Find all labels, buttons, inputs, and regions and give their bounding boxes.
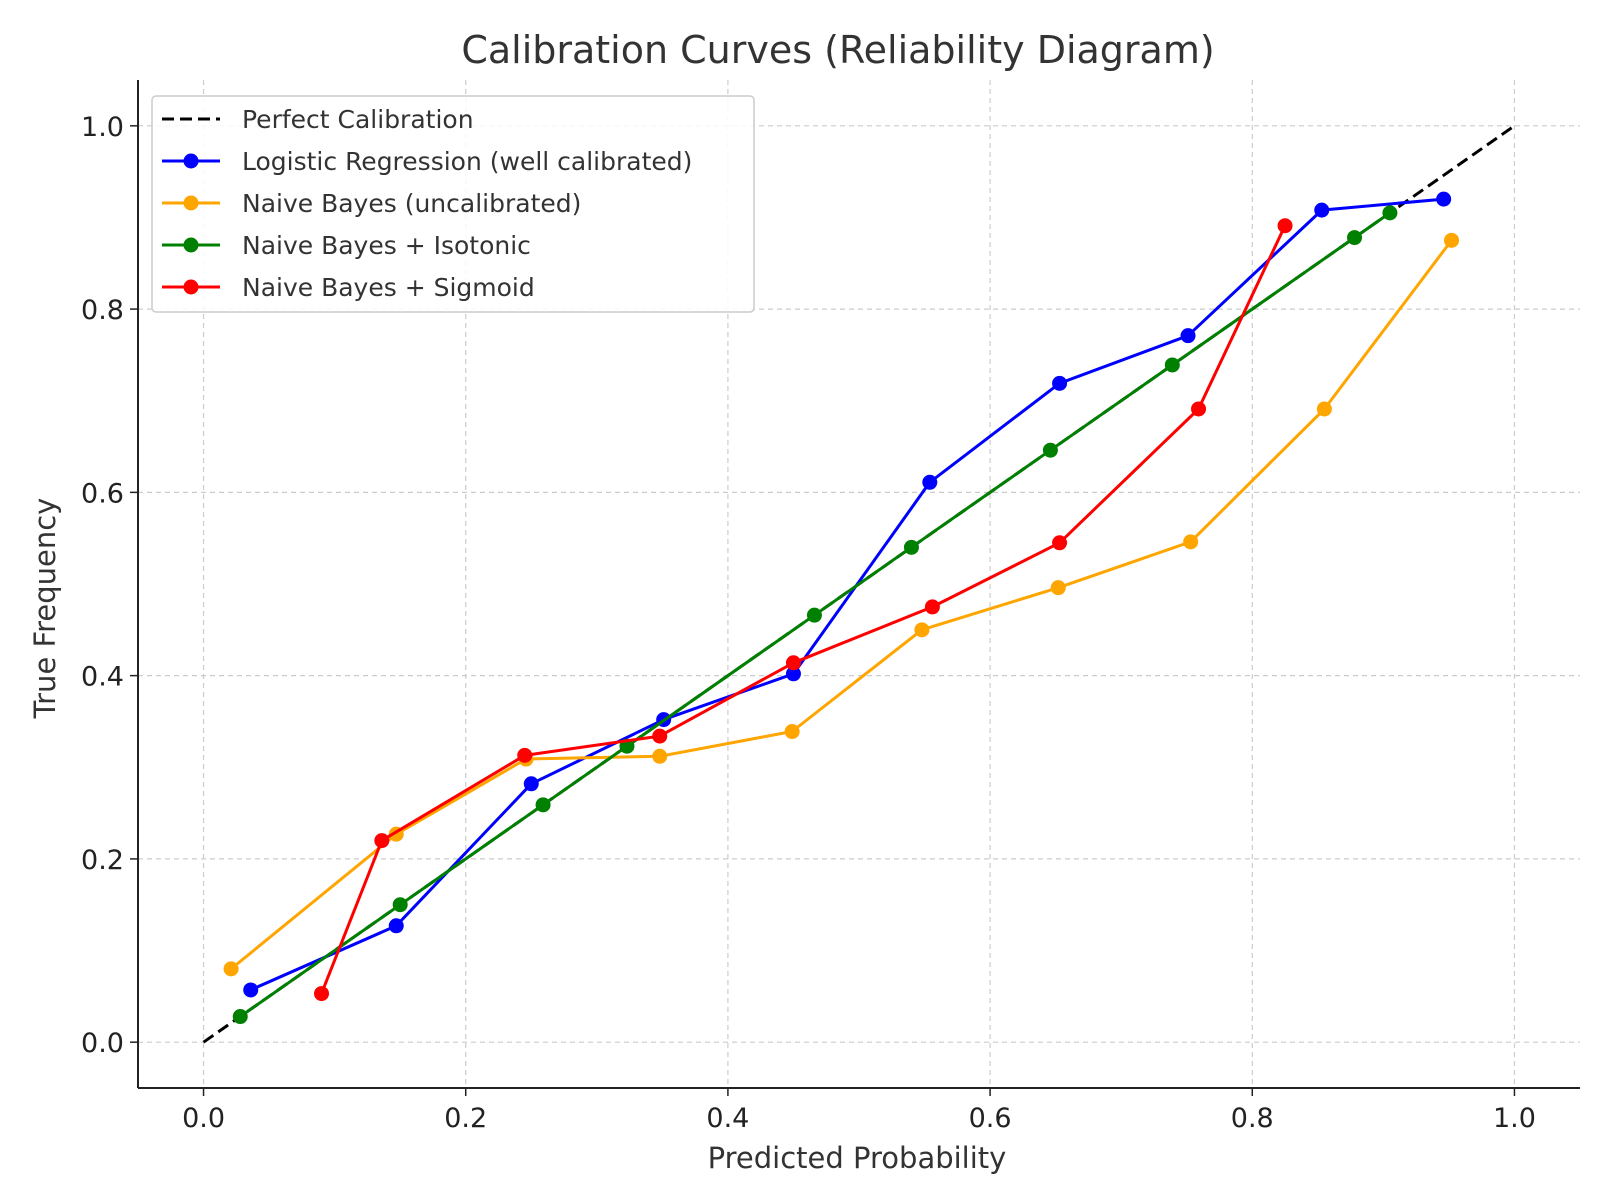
data-point-naive-bayes-sigmoid: [924, 599, 940, 615]
series-line-naive-bayes-uncalibrated: [230, 239, 1453, 971]
y-tick-label: 0.0: [81, 1028, 124, 1059]
data-point-naive-bayes-uncalibrated: [784, 724, 800, 740]
data-point-naive-bayes-isotonic: [806, 607, 822, 623]
data-point-naive-bayes-uncalibrated: [223, 961, 239, 977]
y-tick-label: 0.8: [81, 295, 124, 326]
data-point-logistic-regression-well-calibrated: [785, 666, 801, 682]
series-line-naive-bayes-isotonic: [239, 211, 1391, 1018]
data-point-naive-bayes-isotonic: [1164, 357, 1180, 373]
data-point-naive-bayes-uncalibrated: [652, 748, 668, 764]
x-tick-label: 1.0: [1493, 1103, 1536, 1134]
ticks: 0.0 0.2 0.4 0.6 0.8 1.0 0.0 0.2 0.4 0.6 0.8 1.0: [81, 112, 1536, 1134]
data-point-naive-bayes-sigmoid: [1277, 218, 1293, 234]
legend-label: Logistic Regression (well calibrated): [242, 147, 692, 176]
legend-marker: [183, 279, 199, 295]
data-point-naive-bayes-isotonic: [903, 539, 919, 555]
data-point-naive-bayes-sigmoid: [1052, 535, 1068, 551]
data-point-naive-bayes-isotonic: [1347, 230, 1363, 246]
data-point-logistic-regression-well-calibrated: [523, 776, 539, 792]
data-point-naive-bayes-isotonic: [1042, 442, 1058, 458]
data-point-naive-bayes-sigmoid: [374, 833, 390, 849]
data-point-logistic-regression-well-calibrated: [922, 474, 938, 490]
x-axis-label: Predicted Probability: [708, 1141, 1007, 1175]
data-point-naive-bayes-uncalibrated: [914, 622, 930, 638]
y-axis-label: True Frequency: [28, 498, 62, 720]
data-point-naive-bayes-sigmoid: [1191, 401, 1207, 417]
legend-box: [151, 95, 755, 313]
series-naive-bayes-sigmoid: [314, 218, 1293, 1002]
y-tick-label: 0.2: [81, 845, 124, 876]
chart-title: Calibration Curves (Reliability Diagram): [461, 28, 1214, 72]
legend-marker: [183, 237, 199, 253]
series-line-logistic-regression-well-calibrated: [250, 197, 1444, 992]
data-point-naive-bayes-isotonic: [232, 1009, 248, 1025]
data-point-logistic-regression-well-calibrated: [388, 918, 404, 934]
data-point-naive-bayes-uncalibrated: [1444, 232, 1460, 248]
data-point-naive-bayes-isotonic: [535, 797, 551, 813]
series-logistic-regression-well-calibrated: [243, 191, 1452, 998]
data-point-logistic-regression-well-calibrated: [1314, 202, 1330, 218]
grid: [138, 80, 1580, 1088]
data-point-naive-bayes-sigmoid: [517, 747, 533, 763]
axes: [137, 80, 1580, 1089]
legend-label: Perfect Calibration: [242, 105, 474, 134]
data-point-naive-bayes-isotonic: [392, 897, 408, 913]
legend-marker: [183, 195, 199, 211]
x-tick-label: 0.0: [182, 1103, 225, 1134]
x-tick-label: 0.4: [706, 1103, 749, 1134]
data-point-logistic-regression-well-calibrated: [243, 982, 259, 998]
data-point-logistic-regression-well-calibrated: [1052, 375, 1068, 391]
y-tick-label: 0.6: [81, 478, 124, 509]
legend-item-perfect-calibration: Perfect Calibration: [162, 105, 474, 134]
legend-marker: [183, 153, 199, 169]
legend-item-logistic-regression-well-calibrated: Logistic Regression (well calibrated): [162, 147, 692, 176]
data-point-naive-bayes-isotonic: [1382, 205, 1398, 221]
legend-label: Naive Bayes (uncalibrated): [242, 189, 581, 218]
x-tick-label: 0.6: [969, 1103, 1012, 1134]
series: [202, 124, 1516, 1044]
legend-item-naive-bayes-uncalibrated: Naive Bayes (uncalibrated): [162, 189, 581, 218]
x-tick-label: 0.8: [1231, 1103, 1274, 1134]
legend: Perfect Calibration Logistic Regression (…: [151, 95, 755, 313]
data-point-logistic-regression-well-calibrated: [1436, 191, 1452, 207]
data-point-naive-bayes-uncalibrated: [1050, 580, 1066, 596]
y-tick-label: 0.4: [81, 662, 124, 693]
legend-item-naive-bayes-isotonic: Naive Bayes + Isotonic: [162, 231, 531, 260]
legend-item-naive-bayes-sigmoid: Naive Bayes + Sigmoid: [162, 273, 535, 302]
y-tick-label: 1.0: [81, 112, 124, 143]
data-point-logistic-regression-well-calibrated: [1180, 328, 1196, 344]
legend-label: Naive Bayes + Isotonic: [242, 231, 531, 260]
series-naive-bayes-isotonic: [232, 205, 1398, 1025]
data-point-naive-bayes-sigmoid: [652, 728, 668, 744]
data-point-naive-bayes-uncalibrated: [1316, 401, 1332, 417]
data-point-naive-bayes-uncalibrated: [1183, 534, 1199, 550]
data-point-naive-bayes-sigmoid: [785, 655, 801, 671]
x-tick-label: 0.2: [444, 1103, 487, 1134]
data-point-naive-bayes-sigmoid: [314, 986, 330, 1002]
legend-label: Naive Bayes + Sigmoid: [242, 273, 535, 302]
